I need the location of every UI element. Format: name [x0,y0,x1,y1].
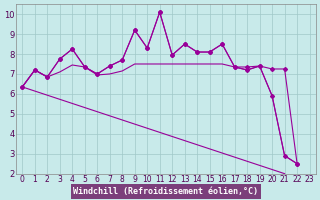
X-axis label: Windchill (Refroidissement éolien,°C): Windchill (Refroidissement éolien,°C) [74,187,259,196]
